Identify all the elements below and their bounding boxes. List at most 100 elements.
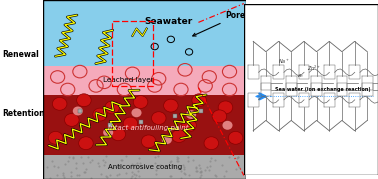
- Point: [213, 175, 219, 178]
- Circle shape: [111, 128, 125, 141]
- Point: [95, 162, 101, 165]
- Point: [181, 166, 187, 169]
- Point: [98, 173, 104, 176]
- Point: [135, 169, 141, 172]
- Circle shape: [192, 94, 206, 107]
- Point: [131, 172, 137, 175]
- Circle shape: [182, 119, 196, 132]
- Point: [104, 176, 110, 179]
- Text: Pores: Pores: [193, 11, 250, 36]
- Text: Intact antifouling paint: Intact antifouling paint: [108, 125, 189, 131]
- Point: [167, 174, 173, 177]
- Point: [80, 162, 86, 165]
- Point: [103, 175, 109, 177]
- Point: [114, 174, 120, 177]
- Point: [190, 158, 196, 161]
- Point: [77, 156, 84, 159]
- Point: [73, 161, 79, 164]
- Point: [107, 173, 113, 176]
- Circle shape: [77, 94, 91, 107]
- Point: [65, 160, 71, 163]
- Point: [193, 166, 199, 169]
- Point: [74, 174, 81, 177]
- Point: [60, 171, 67, 174]
- Point: [181, 171, 187, 174]
- Point: [204, 165, 210, 168]
- Point: [208, 156, 214, 159]
- Bar: [112, 21, 153, 86]
- Text: $Zn^{2+}$: $Zn^{2+}$: [307, 64, 321, 73]
- Point: [134, 161, 140, 164]
- Circle shape: [162, 135, 172, 144]
- Circle shape: [186, 110, 196, 119]
- Point: [193, 169, 199, 172]
- Text: $Zn$: $Zn$: [297, 72, 304, 79]
- Point: [155, 165, 161, 168]
- Point: [101, 163, 107, 166]
- Point: [198, 170, 204, 173]
- Point: [197, 176, 203, 178]
- Point: [116, 164, 122, 167]
- Point: [234, 157, 240, 159]
- Point: [185, 159, 191, 162]
- Bar: [43, 155, 246, 179]
- Point: [68, 174, 74, 177]
- Point: [196, 164, 202, 166]
- Point: [178, 176, 184, 179]
- Point: [130, 163, 136, 166]
- Circle shape: [93, 108, 107, 121]
- Text: $Na^+$: $Na^+$: [278, 57, 290, 66]
- Point: [96, 164, 102, 167]
- Point: [236, 166, 242, 168]
- Circle shape: [141, 135, 156, 148]
- Point: [155, 154, 161, 157]
- Point: [182, 173, 188, 176]
- Circle shape: [152, 112, 166, 125]
- Point: [60, 174, 66, 177]
- Point: [102, 161, 108, 164]
- Point: [100, 159, 106, 161]
- Point: [132, 164, 138, 166]
- Point: [222, 174, 228, 177]
- Point: [178, 170, 184, 172]
- Point: [119, 158, 125, 161]
- Point: [180, 164, 186, 166]
- Text: Sea water (ion exchange reaction): Sea water (ion exchange reaction): [275, 87, 370, 92]
- Point: [167, 160, 174, 163]
- Circle shape: [164, 99, 178, 112]
- Point: [234, 155, 240, 158]
- Circle shape: [212, 110, 227, 123]
- Point: [44, 165, 50, 168]
- Point: [81, 171, 87, 174]
- Circle shape: [48, 131, 63, 144]
- Point: [194, 170, 200, 173]
- Circle shape: [218, 101, 233, 114]
- Circle shape: [105, 101, 119, 114]
- Point: [136, 157, 142, 159]
- Circle shape: [65, 113, 79, 126]
- Point: [62, 163, 68, 165]
- Circle shape: [133, 96, 148, 108]
- Point: [168, 159, 174, 162]
- Point: [87, 160, 93, 163]
- Point: [82, 167, 88, 170]
- Point: [76, 173, 82, 176]
- Bar: [43, 66, 246, 95]
- Point: [66, 156, 72, 159]
- Point: [118, 159, 124, 161]
- Text: Retention: Retention: [2, 109, 45, 118]
- Point: [70, 157, 76, 160]
- Point: [61, 176, 67, 179]
- Circle shape: [79, 137, 93, 150]
- Point: [82, 170, 88, 173]
- Point: [54, 173, 60, 176]
- Point: [175, 157, 181, 160]
- Point: [193, 166, 199, 169]
- Point: [157, 163, 163, 166]
- Text: Anticorrosive coating: Anticorrosive coating: [107, 164, 182, 170]
- Point: [168, 175, 174, 178]
- Text: Seawater: Seawater: [145, 17, 193, 26]
- Point: [89, 158, 95, 161]
- Point: [184, 156, 191, 159]
- Text: Renewal: Renewal: [2, 50, 39, 59]
